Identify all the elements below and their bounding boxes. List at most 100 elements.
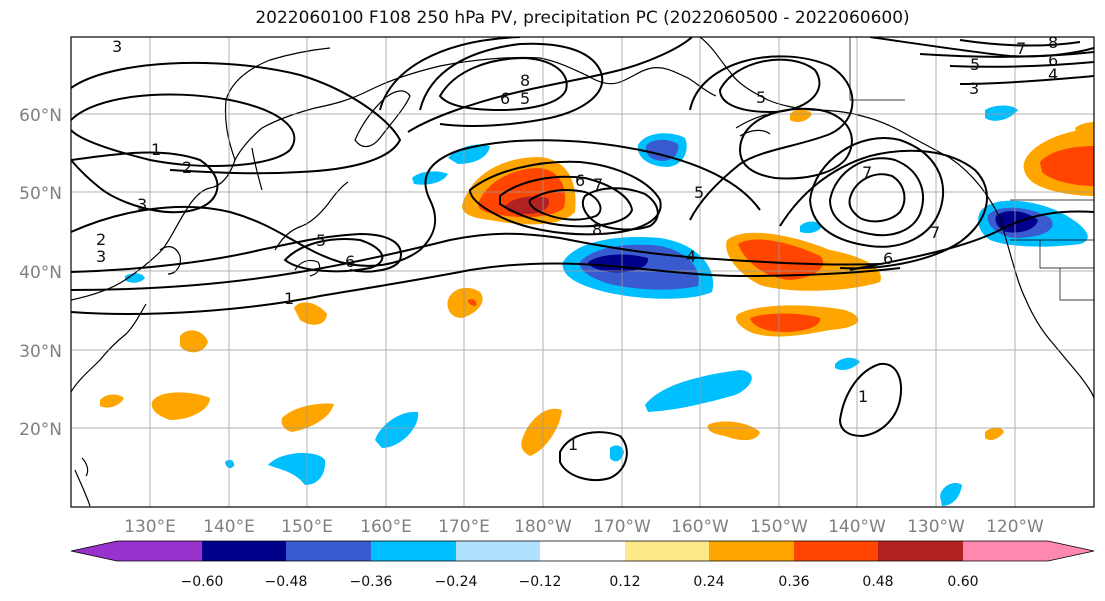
colorbar-tick-label: −0.12 bbox=[519, 574, 562, 590]
negative-anomaly-region bbox=[412, 171, 448, 185]
colorbar bbox=[70, 540, 1095, 562]
lon-label: 150°W bbox=[750, 517, 808, 537]
positive-anomaly-region bbox=[151, 392, 210, 420]
negative-anomaly-region bbox=[268, 453, 326, 485]
colorbar-tick-label: −0.36 bbox=[350, 574, 393, 590]
colorbar-tick-label: −0.24 bbox=[435, 574, 478, 590]
positive-anomaly-region bbox=[521, 408, 562, 456]
contour-label: 7 bbox=[930, 223, 940, 242]
pv-contour bbox=[838, 362, 902, 438]
negative-anomaly-region bbox=[125, 273, 145, 283]
negative-anomaly-region bbox=[800, 221, 822, 234]
colorbar-tick-label: 0.36 bbox=[778, 574, 809, 590]
pv-contour bbox=[468, 160, 662, 236]
lon-label: 160°W bbox=[671, 517, 729, 537]
colorbar-segment bbox=[709, 541, 794, 561]
positive-anomaly-region bbox=[180, 330, 208, 353]
contour-label: 5 bbox=[694, 183, 704, 202]
contour-labels: 3 1 2 3 2 3 5 6 1 8 6 5 5 6 7 8 4 5 7 7 … bbox=[96, 33, 1058, 454]
contour-label: 4 bbox=[686, 247, 696, 266]
contour-label: 5 bbox=[756, 88, 766, 107]
pv-contour bbox=[71, 151, 219, 214]
coastline-asia bbox=[71, 56, 541, 301]
pv-contour bbox=[808, 137, 945, 248]
contour-label: 2 bbox=[182, 158, 192, 177]
contour-label: 3 bbox=[969, 79, 979, 98]
colorbar-segment bbox=[456, 541, 540, 561]
positive-anomaly-region bbox=[1075, 122, 1094, 140]
negative-anomaly-region bbox=[645, 370, 752, 412]
negative-anomaly-region bbox=[835, 357, 860, 370]
lon-label: 130°W bbox=[907, 517, 965, 537]
coastlines bbox=[71, 37, 1094, 507]
contour-label: 3 bbox=[137, 195, 147, 214]
contour-label: 5 bbox=[970, 55, 980, 74]
contour-label: 6 bbox=[575, 171, 585, 190]
map-area: 3 1 2 3 2 3 5 6 1 8 6 5 5 6 7 8 4 5 7 7 … bbox=[71, 33, 1094, 507]
pv-contour bbox=[869, 37, 1094, 58]
pv-contour bbox=[581, 187, 659, 231]
contour-label: 5 bbox=[316, 231, 326, 250]
coastline-bering bbox=[539, 57, 717, 97]
negative-anomaly-region bbox=[610, 445, 624, 462]
pv-contours bbox=[71, 37, 1094, 481]
positive-anomaly-region bbox=[468, 299, 477, 306]
contour-label: 1 bbox=[284, 289, 294, 308]
pv-contour bbox=[71, 262, 901, 315]
coastline-korea bbox=[159, 246, 181, 275]
pv-contour bbox=[438, 56, 568, 112]
pv-contour bbox=[718, 58, 821, 114]
contour-label: 4 bbox=[1048, 65, 1058, 84]
negative-anomaly-region bbox=[940, 483, 962, 506]
coastline-philippines bbox=[74, 457, 91, 507]
lon-label: 170°E bbox=[438, 517, 490, 537]
colorbar-segment bbox=[625, 541, 709, 561]
pv-contour bbox=[528, 189, 602, 221]
contour-label: 6 bbox=[883, 249, 893, 268]
coastline-alaska bbox=[699, 37, 1001, 219]
positive-anomaly-region bbox=[985, 427, 1004, 440]
pv-contour bbox=[71, 93, 296, 167]
colorbar-outline bbox=[70, 540, 1095, 562]
colorbar-extend-high bbox=[963, 541, 1094, 561]
contour-label: 1 bbox=[568, 435, 578, 454]
contour-label: 3 bbox=[112, 37, 122, 56]
positive-anomaly-region bbox=[447, 287, 483, 318]
pv-contour bbox=[689, 55, 854, 221]
contour-label: 5 bbox=[520, 89, 530, 108]
lon-label: 140°E bbox=[203, 517, 255, 537]
precipitation-shading bbox=[100, 105, 1094, 506]
negative-anomaly-region bbox=[448, 144, 490, 164]
pv-contour bbox=[283, 238, 384, 273]
positive-anomaly-region bbox=[281, 403, 334, 432]
pv-contour bbox=[71, 232, 881, 291]
colorbar-segment bbox=[794, 541, 878, 561]
coastline-japan bbox=[274, 181, 349, 277]
coastline-kamchatka bbox=[354, 90, 411, 148]
colorbar-segment bbox=[878, 541, 963, 561]
positive-anomaly-region bbox=[750, 313, 821, 332]
contour-label: 1 bbox=[858, 387, 868, 406]
pv-contour bbox=[499, 175, 634, 228]
contour-label: 1 bbox=[151, 140, 161, 159]
negative-anomaly-region bbox=[645, 139, 679, 161]
negative-anomaly-region bbox=[985, 105, 1018, 121]
colorbar-extend-low bbox=[71, 541, 202, 561]
coastline-sakhalin bbox=[251, 147, 263, 191]
colorbar-tick-label: 0.24 bbox=[693, 574, 724, 590]
positive-anomaly-region bbox=[1040, 146, 1094, 186]
lon-label: 160°E bbox=[360, 517, 412, 537]
pv-contour bbox=[848, 173, 906, 223]
contour-label: 7 bbox=[1016, 39, 1026, 58]
contour-label: 8 bbox=[592, 220, 602, 239]
contour-label: 6 bbox=[345, 252, 355, 271]
pv-contour bbox=[71, 61, 402, 175]
colorbar-segment bbox=[286, 541, 371, 561]
contour-label: 6 bbox=[500, 89, 510, 108]
colorbar-segment bbox=[371, 541, 456, 561]
contour-label: 2 bbox=[96, 230, 106, 249]
contour-label: 8 bbox=[1048, 33, 1058, 52]
lat-label: 40°N bbox=[19, 263, 62, 283]
lon-label: 170°W bbox=[593, 517, 651, 537]
